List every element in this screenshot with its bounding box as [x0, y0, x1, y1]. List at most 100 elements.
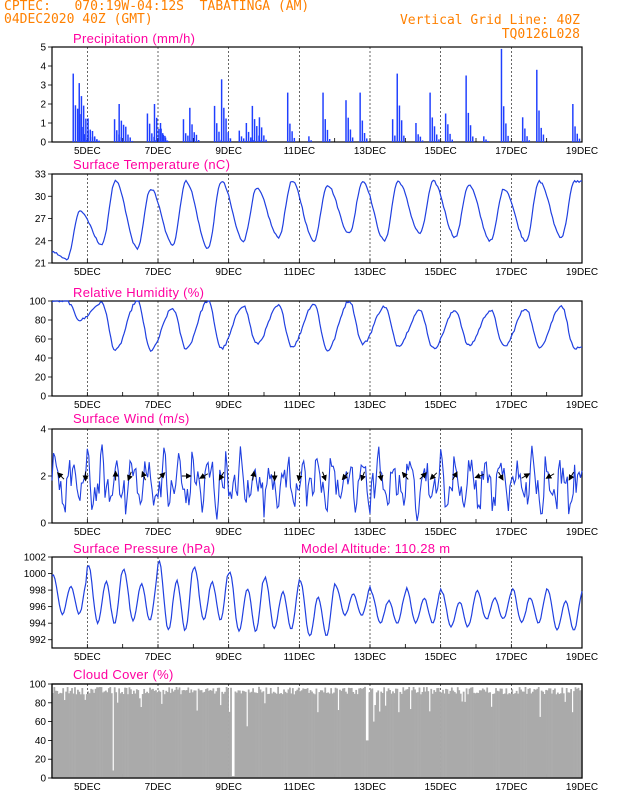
- cloud-bar: [427, 691, 430, 778]
- cloud-bar: [271, 693, 274, 778]
- cloud-bar: [141, 694, 144, 778]
- wind-arrow: [296, 471, 303, 482]
- cloud-bar: [290, 693, 293, 778]
- wind-arrow: [56, 472, 65, 480]
- cloud-bar: [110, 693, 113, 778]
- cloud-bar: [231, 776, 234, 778]
- wind-arrow: [429, 472, 438, 480]
- panel-title-precip: Precipitation (mm/h): [73, 31, 195, 46]
- cloud-bar: [487, 692, 490, 778]
- cloud-bar: [334, 687, 337, 778]
- x-tick-label: 11DEC: [284, 146, 316, 157]
- precip-bar: [72, 73, 74, 142]
- precip-bar: [366, 138, 368, 142]
- cloud-bar: [249, 692, 252, 778]
- cloud-bar: [294, 691, 297, 778]
- cloud-bar: [243, 691, 246, 778]
- wind-arrow: [419, 472, 427, 480]
- cloud-bar: [531, 691, 534, 778]
- precip-bar: [435, 134, 438, 142]
- cloud-bar: [118, 688, 121, 778]
- series-line-wind: [51, 444, 583, 521]
- y-tick-label: 24: [35, 236, 47, 247]
- wind-arrow: [401, 471, 409, 480]
- cloud-bar: [91, 689, 94, 778]
- precip-bar: [87, 118, 89, 142]
- cloud-bar: [238, 690, 241, 778]
- cloud-bar: [125, 687, 128, 778]
- precip-bar: [328, 139, 331, 142]
- precip-bar: [164, 135, 166, 142]
- cloud-bar: [228, 711, 231, 778]
- cloud-bar: [445, 688, 447, 778]
- cloud-bar: [183, 690, 185, 778]
- cloud-bar: [389, 690, 391, 778]
- cloud-bar: [191, 692, 194, 778]
- precip-bar: [347, 117, 349, 142]
- precip-bar: [251, 105, 254, 142]
- precip-bar: [223, 107, 225, 142]
- cloud-bar: [163, 694, 166, 778]
- x-tick-label: 9DEC: [215, 782, 242, 793]
- cloud-bar: [321, 690, 324, 778]
- cloud-bar: [99, 687, 101, 778]
- y-tick-label: 998: [29, 586, 46, 597]
- cloud-bar: [250, 691, 253, 778]
- cloud-bar: [383, 687, 386, 778]
- precip-bar: [505, 123, 507, 142]
- cloud-bar: [352, 691, 355, 778]
- cloud-bar: [132, 690, 135, 778]
- precip-bar: [449, 133, 451, 142]
- x-tick-label: 11DEC: [284, 652, 316, 663]
- precip-bar: [433, 126, 436, 142]
- cloud-bar: [433, 690, 436, 778]
- cloud-bar: [100, 687, 103, 778]
- x-tick-label: 9DEC: [215, 527, 242, 538]
- cloud-bar: [387, 688, 390, 778]
- cloud-bar: [308, 692, 310, 778]
- precip-bar: [447, 124, 449, 142]
- cloud-bar: [256, 693, 259, 778]
- cloud-bar: [240, 693, 243, 778]
- cloud-bar: [372, 721, 375, 778]
- precip-bar: [113, 119, 116, 142]
- precip-bar: [431, 117, 434, 142]
- cloud-bar: [87, 691, 90, 778]
- precip-bar: [191, 124, 193, 142]
- precip-bar: [572, 104, 574, 142]
- x-tick-label: 19DEC: [566, 146, 598, 157]
- cloud-bar: [390, 693, 393, 778]
- cloud-bar: [514, 693, 517, 778]
- precip-bar: [247, 131, 250, 142]
- cloud-bar: [77, 689, 79, 778]
- cloud-bar: [356, 694, 359, 778]
- cloud-bar: [305, 688, 307, 778]
- y-tick-label: 40: [35, 354, 47, 365]
- precip-bar: [417, 134, 419, 142]
- cloud-bar: [411, 690, 413, 778]
- cloud-bar: [558, 694, 561, 778]
- precip-bar: [265, 139, 267, 142]
- cloud-bar: [471, 687, 474, 778]
- cloud-bar: [79, 694, 82, 778]
- x-tick-label: 19DEC: [566, 267, 598, 278]
- x-tick-label: 13DEC: [354, 400, 386, 411]
- cloud-bar: [252, 688, 254, 778]
- cloud-bar: [467, 694, 469, 778]
- cloud-bar: [414, 689, 416, 778]
- cloud-bar: [343, 688, 346, 778]
- cloud-bar: [309, 690, 312, 778]
- y-tick-label: 21: [35, 259, 47, 270]
- cloud-bar: [527, 688, 530, 778]
- cloud-bar: [181, 690, 184, 778]
- cloud-bar: [160, 703, 163, 778]
- cloud-bar: [568, 692, 571, 778]
- precip-bar: [93, 137, 96, 142]
- x-tick-label: 13DEC: [354, 782, 386, 793]
- cloud-bar: [194, 690, 197, 778]
- precip-bar: [507, 135, 509, 142]
- series-line-temp: [51, 179, 583, 261]
- cloud-bar: [518, 687, 521, 778]
- y-tick-label: 40: [35, 736, 47, 747]
- cloud-bar: [152, 688, 154, 778]
